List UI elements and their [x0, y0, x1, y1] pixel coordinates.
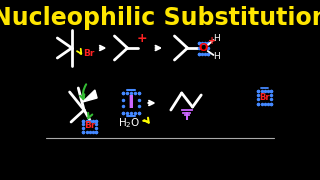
Text: I: I [128, 94, 134, 112]
Text: H: H [213, 51, 220, 60]
Text: Br: Br [260, 93, 270, 102]
Text: +: + [137, 31, 147, 44]
Text: Nucleophilic Substitution: Nucleophilic Substitution [0, 6, 320, 30]
Text: O: O [199, 43, 208, 53]
Text: Br: Br [84, 122, 96, 130]
Text: Br: Br [84, 48, 95, 57]
Text: H$_2$O: H$_2$O [118, 116, 140, 130]
Text: H: H [213, 33, 220, 42]
Text: I: I [185, 112, 189, 122]
Text: +: + [208, 36, 216, 46]
Polygon shape [83, 90, 97, 102]
